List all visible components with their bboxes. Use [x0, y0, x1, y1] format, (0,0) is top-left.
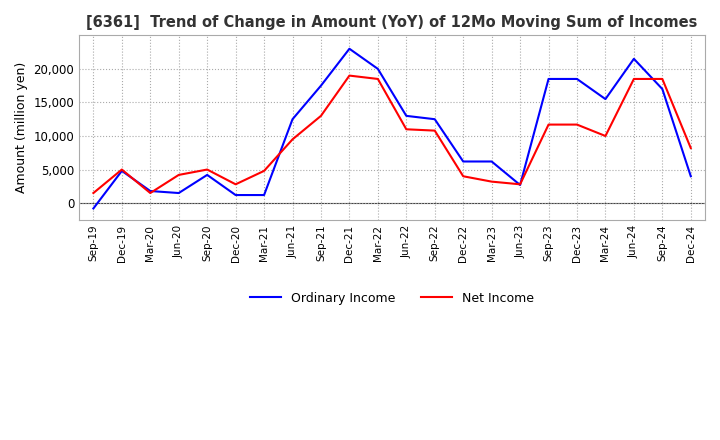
- Ordinary Income: [231, 192, 240, 198]
- Legend: Ordinary Income, Net Income: Ordinary Income, Net Income: [245, 286, 539, 310]
- Net Income: [117, 167, 126, 172]
- Ordinary Income: [544, 76, 553, 81]
- Line: Ordinary Income: Ordinary Income: [94, 49, 690, 209]
- Net Income: [658, 76, 667, 81]
- Ordinary Income: [317, 83, 325, 88]
- Ordinary Income: [601, 96, 610, 102]
- Net Income: [459, 174, 467, 179]
- Ordinary Income: [174, 191, 183, 196]
- Ordinary Income: [117, 168, 126, 173]
- Ordinary Income: [431, 117, 439, 122]
- Ordinary Income: [146, 188, 155, 194]
- Ordinary Income: [572, 76, 581, 81]
- Title: [6361]  Trend of Change in Amount (YoY) of 12Mo Moving Sum of Incomes: [6361] Trend of Change in Amount (YoY) o…: [86, 15, 698, 30]
- Net Income: [629, 76, 638, 81]
- Net Income: [686, 146, 695, 151]
- Ordinary Income: [459, 159, 467, 164]
- Net Income: [231, 182, 240, 187]
- Net Income: [544, 122, 553, 127]
- Net Income: [487, 179, 496, 184]
- Ordinary Income: [345, 46, 354, 51]
- Net Income: [288, 137, 297, 142]
- Net Income: [89, 191, 98, 196]
- Y-axis label: Amount (million yen): Amount (million yen): [15, 62, 28, 193]
- Net Income: [516, 182, 524, 187]
- Ordinary Income: [629, 56, 638, 62]
- Ordinary Income: [686, 174, 695, 179]
- Ordinary Income: [487, 159, 496, 164]
- Ordinary Income: [203, 172, 212, 178]
- Ordinary Income: [89, 206, 98, 211]
- Net Income: [572, 122, 581, 127]
- Ordinary Income: [658, 86, 667, 92]
- Net Income: [345, 73, 354, 78]
- Net Income: [203, 167, 212, 172]
- Net Income: [174, 172, 183, 178]
- Net Income: [601, 133, 610, 139]
- Ordinary Income: [260, 192, 269, 198]
- Net Income: [260, 168, 269, 173]
- Net Income: [374, 76, 382, 81]
- Net Income: [146, 191, 155, 196]
- Ordinary Income: [288, 117, 297, 122]
- Net Income: [431, 128, 439, 133]
- Ordinary Income: [516, 182, 524, 187]
- Net Income: [402, 127, 410, 132]
- Line: Net Income: Net Income: [94, 76, 690, 193]
- Ordinary Income: [402, 113, 410, 118]
- Net Income: [317, 113, 325, 118]
- Ordinary Income: [374, 66, 382, 72]
